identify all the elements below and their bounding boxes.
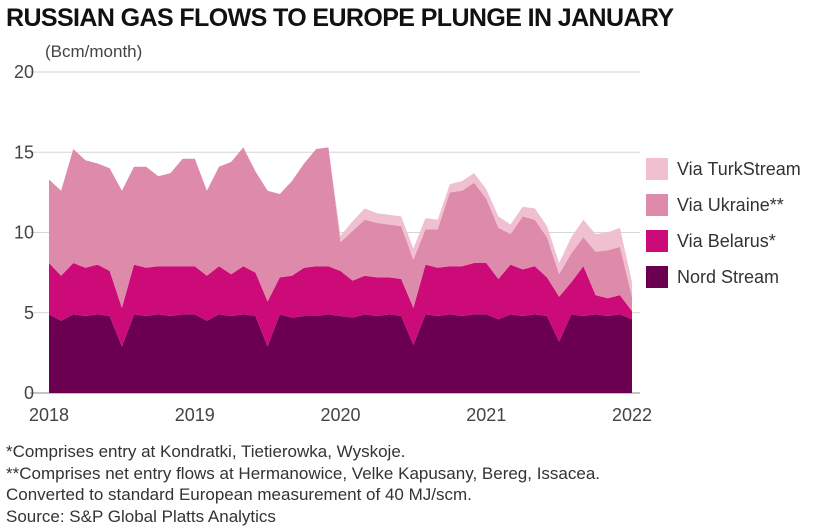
legend-label-ukraine: Via Ukraine**: [677, 194, 784, 215]
x-tick-label: 2020: [320, 405, 360, 425]
legend-item-nord-stream: Nord Stream: [646, 259, 801, 295]
legend-item-ukraine: Via Ukraine**: [646, 187, 801, 223]
chart-area: 0 5 10 15 20 2018 2019 2020 2021 2022: [14, 62, 652, 425]
legend-label-nord-stream: Nord Stream: [677, 266, 780, 287]
y-tick-label: 10: [14, 223, 34, 243]
x-tick-label: 2021: [466, 405, 506, 425]
y-axis-unit-label: (Bcm/month): [45, 42, 143, 61]
area-via-ukraine: [49, 147, 632, 312]
area-via-belarus: [49, 263, 632, 347]
area-via-turkstream: [49, 147, 632, 297]
y-axis-ticks: 0 5 10 15 20: [14, 62, 34, 403]
legend-item-turkstream: Via TurkStream: [646, 151, 801, 187]
legend-swatch-turkstream: [646, 158, 668, 180]
chart-title: RUSSIAN GAS FLOWS TO EUROPE PLUNGE IN JA…: [6, 4, 674, 32]
y-tick-label: 20: [14, 62, 34, 82]
x-tick-label: 2022: [612, 405, 652, 425]
legend-item-belarus: Via Belarus*: [646, 223, 801, 259]
y-tick-label: 0: [24, 383, 34, 403]
legend-swatch-belarus: [646, 230, 668, 252]
y-tick-label: 15: [14, 142, 34, 162]
footnote-ukraine: **Comprises net entry flows at Hermanowi…: [6, 463, 601, 483]
area-nord-stream: [49, 314, 632, 393]
legend-swatch-ukraine: [646, 194, 668, 216]
x-axis-ticks: 2018 2019 2020 2021 2022: [29, 405, 652, 425]
legend: Via TurkStream Via Ukraine** Via Belarus…: [646, 151, 801, 295]
stacked-areas: [49, 147, 632, 393]
footnote-belarus: *Comprises entry at Kondratki, Tietierow…: [6, 442, 406, 461]
footnote-source: Source: S&P Global Platts Analytics: [6, 506, 276, 526]
footnotes: *Comprises entry at Kondratki, Tietierow…: [6, 441, 600, 527]
legend-label-turkstream: Via TurkStream: [677, 158, 801, 179]
x-tick-label: 2018: [29, 405, 69, 425]
footnote-conversion: Converted to standard European measureme…: [6, 485, 472, 504]
y-tick-label: 5: [24, 303, 34, 323]
legend-label-belarus: Via Belarus*: [677, 230, 776, 251]
legend-swatch-nord-stream: [646, 266, 668, 288]
x-tick-label: 2019: [175, 405, 215, 425]
